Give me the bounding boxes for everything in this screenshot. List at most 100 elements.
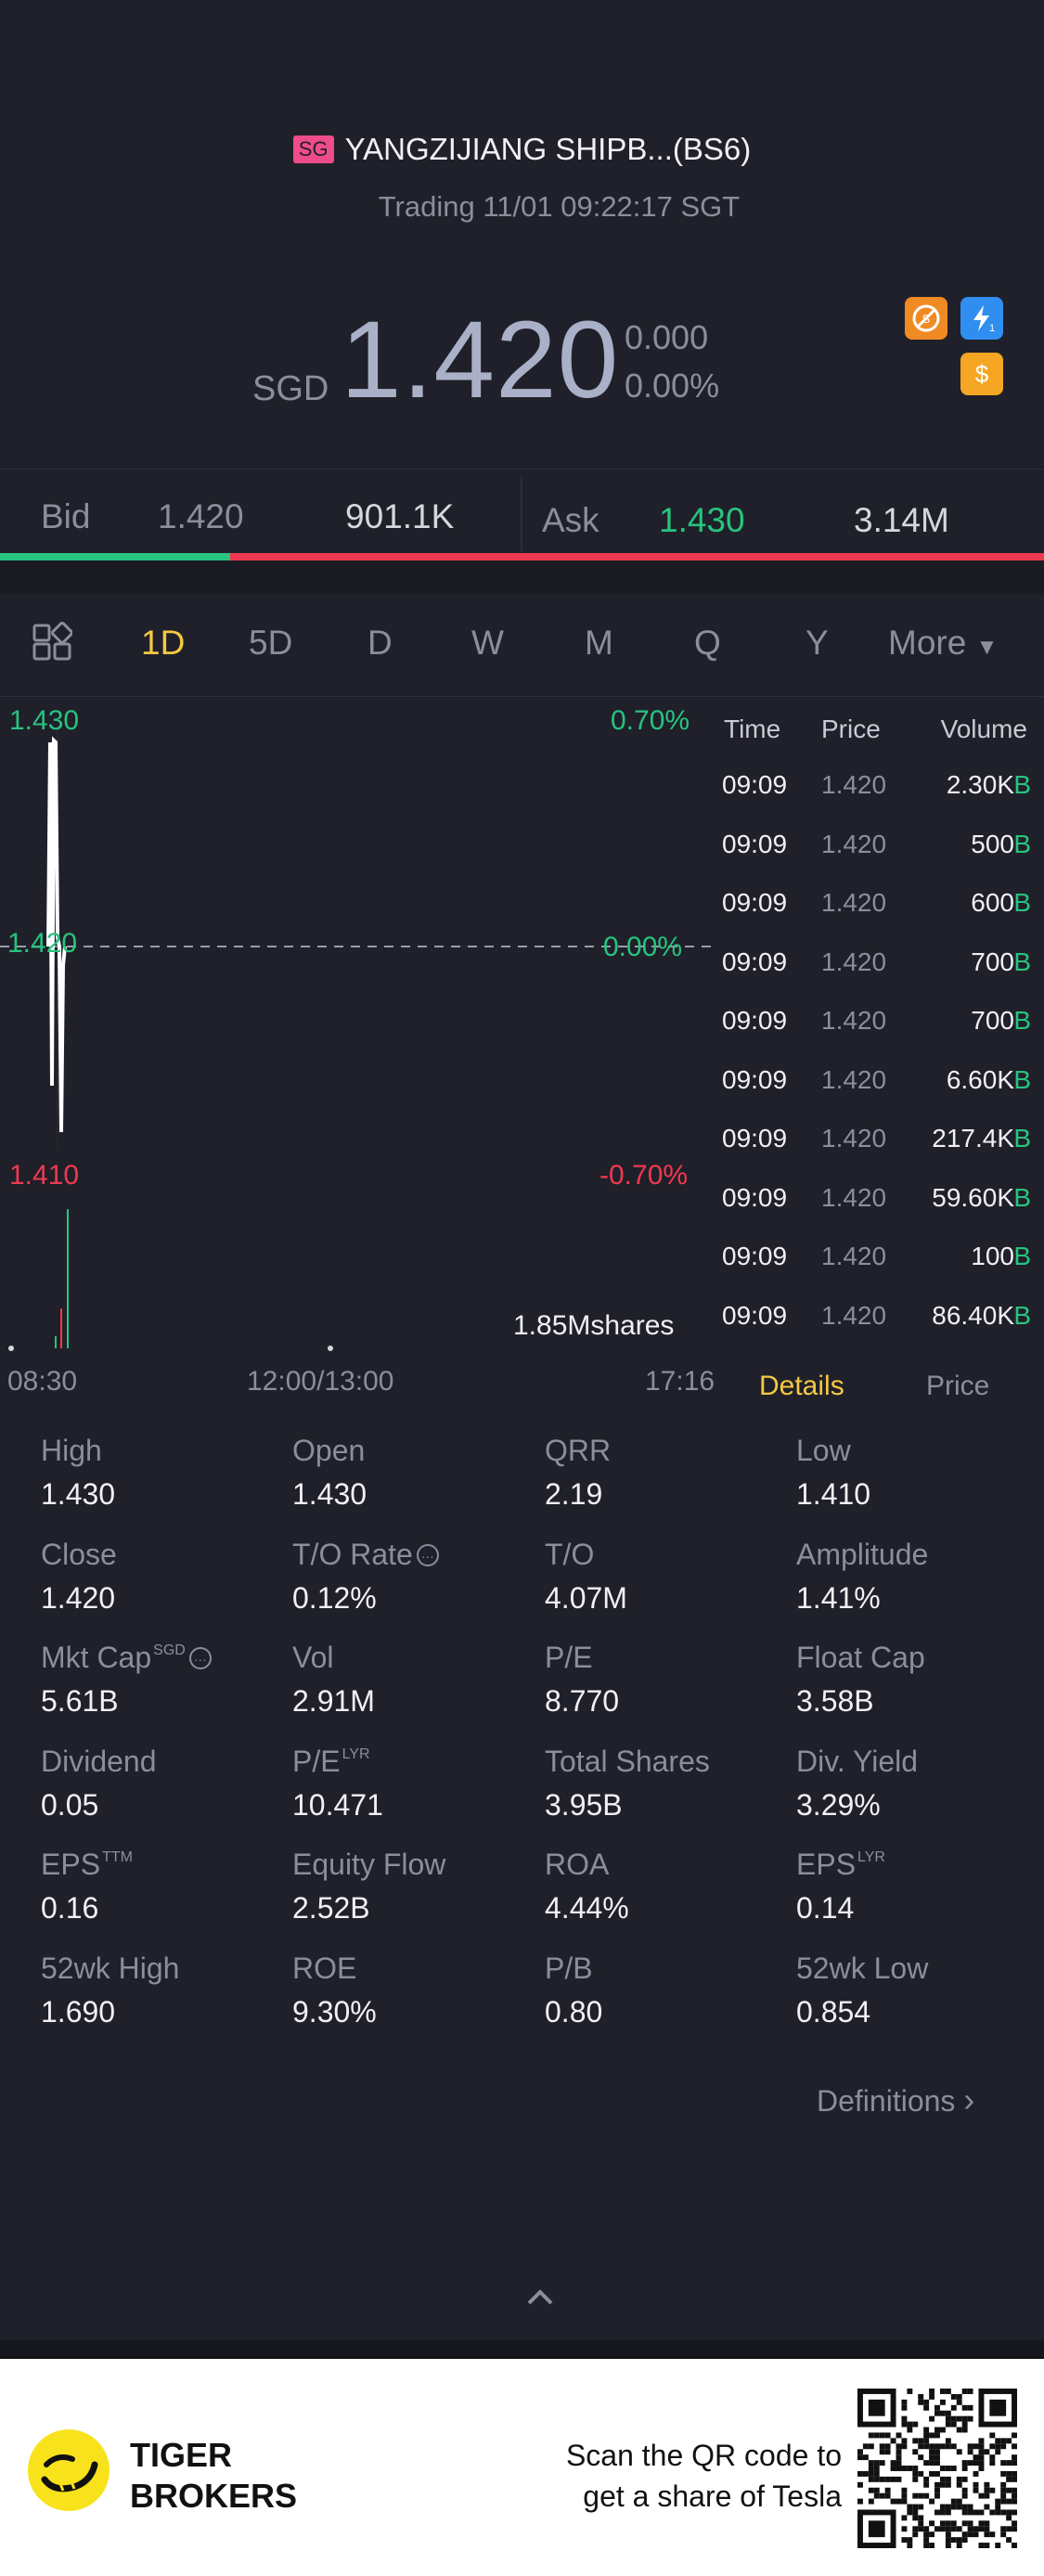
market-badge: SG (293, 135, 334, 163)
trade-volume: 59.60K (932, 1183, 1014, 1213)
svg-text:S: S (922, 312, 931, 326)
trade-volume: 500 (971, 830, 1014, 859)
stat-value: 1.430 (292, 1477, 534, 1512)
section-gap (0, 560, 1044, 594)
stat-label: T/O Rate··· (292, 1538, 534, 1572)
info-icon[interactable]: ··· (417, 1544, 439, 1566)
stat-label: Amplitude (796, 1538, 1038, 1572)
stat-superscript: TTM (102, 1849, 133, 1865)
chart-layout-icon[interactable] (32, 622, 72, 667)
stat-label: Dividend (41, 1745, 282, 1779)
stat-label: P/B (545, 1951, 786, 1986)
tab-m[interactable]: M (585, 624, 613, 663)
intraday-chart[interactable]: 1.430 1.420 1.410 0.70% 0.00% -0.70% 1.8… (0, 696, 715, 1401)
tab-price[interactable]: Price (926, 1371, 989, 1402)
trade-time: 09:09 (722, 1183, 787, 1213)
trade-time: 09:09 (722, 888, 787, 918)
stat-value: 3.58B (796, 1684, 1038, 1719)
promo-line-1: Scan the QR code to (566, 2435, 842, 2476)
tab-1d[interactable]: 1D (141, 624, 185, 663)
stat-value: 0.05 (41, 1788, 282, 1823)
stat-label: Vol (292, 1641, 534, 1675)
trade-price: 1.420 (821, 1006, 886, 1036)
chevron-up-icon[interactable] (522, 2283, 559, 2315)
stat-cell: Dividend 0.05 (41, 1745, 282, 1823)
chevron-right-icon: › (963, 2080, 974, 2119)
x-axis-label-lunch: 12:00/13:00 (247, 1366, 393, 1397)
definitions-link[interactable]: Definitions › (817, 2080, 974, 2119)
footer-separator (0, 2340, 1044, 2357)
currency-label: SGD (252, 369, 329, 409)
stat-label: ROA (545, 1848, 786, 1882)
tab-w[interactable]: W (471, 624, 504, 663)
stat-value: 0.16 (41, 1891, 282, 1926)
stat-label: ROE (292, 1951, 534, 1986)
stat-label: Div. Yield (796, 1745, 1038, 1779)
trade-price: 1.420 (821, 1124, 886, 1153)
stat-value: 0.80 (545, 1995, 786, 2029)
stat-cell[interactable]: T/O Rate··· 0.12% (292, 1538, 534, 1616)
trade-price: 1.420 (821, 1065, 886, 1095)
trade-side: B (1013, 1006, 1031, 1036)
stat-value: 0.854 (796, 1995, 1038, 2029)
stat-label: Float Cap (796, 1641, 1038, 1675)
tab-5d[interactable]: 5D (249, 624, 292, 663)
stat-label: P/E (545, 1641, 786, 1675)
stat-value: 10.471 (292, 1788, 534, 1823)
trade-price: 1.420 (821, 1183, 886, 1213)
no-short-icon[interactable]: S (905, 297, 947, 340)
trade-time: 09:09 (722, 947, 787, 977)
info-icon[interactable]: ··· (189, 1647, 212, 1669)
stat-label: QRR (545, 1434, 786, 1468)
stock-name: YANGZIJIANG SHIPB...(BS6) (345, 132, 752, 166)
bid-size: 901.1K (345, 497, 454, 536)
tab-d[interactable]: D (367, 624, 393, 663)
bid-ratio-bar (0, 553, 230, 560)
stat-superscript: SGD (153, 1642, 186, 1658)
bid-label: Bid (41, 497, 90, 536)
trade-price: 1.420 (821, 830, 886, 859)
trade-volume: 86.40K (932, 1301, 1014, 1331)
trade-price: 1.420 (821, 1242, 886, 1271)
tab-y[interactable]: Y (806, 624, 829, 663)
tab-more[interactable]: More ▼ (888, 624, 998, 663)
tab-details[interactable]: Details (759, 1371, 844, 1402)
stat-value: 9.30% (292, 1995, 534, 2029)
y-axis-top-label: 1.430 (9, 705, 79, 737)
stat-label: High (41, 1434, 282, 1468)
stat-value: 3.95B (545, 1788, 786, 1823)
stat-cell: 52wk Low 0.854 (796, 1951, 1038, 2029)
trade-side: B (1013, 770, 1031, 800)
x-axis-label-open: 08:30 (7, 1366, 77, 1397)
tab-q[interactable]: Q (694, 624, 721, 663)
trade-time: 09:09 (722, 830, 787, 859)
lightning-1-icon[interactable]: 1 (960, 297, 1003, 340)
axis-dot (8, 1346, 14, 1351)
trade-volume: 700 (971, 1006, 1014, 1036)
stat-label: 52wk Low (796, 1951, 1038, 1986)
last-price: 1.420 (341, 297, 619, 423)
dollar-icon[interactable]: $ (960, 353, 1003, 395)
trade-side: B (1013, 1242, 1031, 1271)
trading-status: Trading 11/01 09:22:17 SGT (0, 190, 1044, 224)
trades-header-time: Time (724, 715, 780, 744)
stat-value: 4.44% (545, 1891, 786, 1926)
stat-cell: P/B 0.80 (545, 1951, 786, 2029)
qr-code-icon[interactable] (857, 2389, 1017, 2548)
stat-value: 1.41% (796, 1581, 1038, 1616)
promo-line-2: get a share of Tesla (566, 2476, 842, 2517)
stat-value: 0.12% (292, 1581, 534, 1616)
ask-size: 3.14M (854, 501, 949, 540)
